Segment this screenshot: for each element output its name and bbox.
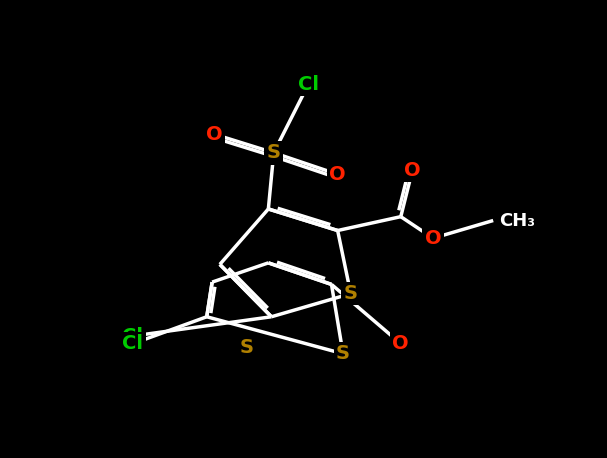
Text: O: O — [206, 125, 223, 144]
Text: O: O — [330, 165, 346, 184]
Text: S: S — [344, 284, 358, 303]
Text: Cl: Cl — [123, 327, 143, 345]
Text: S: S — [266, 143, 281, 162]
Text: O: O — [404, 161, 421, 180]
Text: S: S — [240, 338, 254, 357]
Text: Cl: Cl — [298, 75, 319, 94]
Text: S: S — [336, 344, 350, 363]
Text: Cl: Cl — [123, 334, 143, 353]
Text: O: O — [393, 334, 409, 353]
Text: O: O — [425, 229, 441, 248]
Text: CH₃: CH₃ — [500, 212, 535, 229]
